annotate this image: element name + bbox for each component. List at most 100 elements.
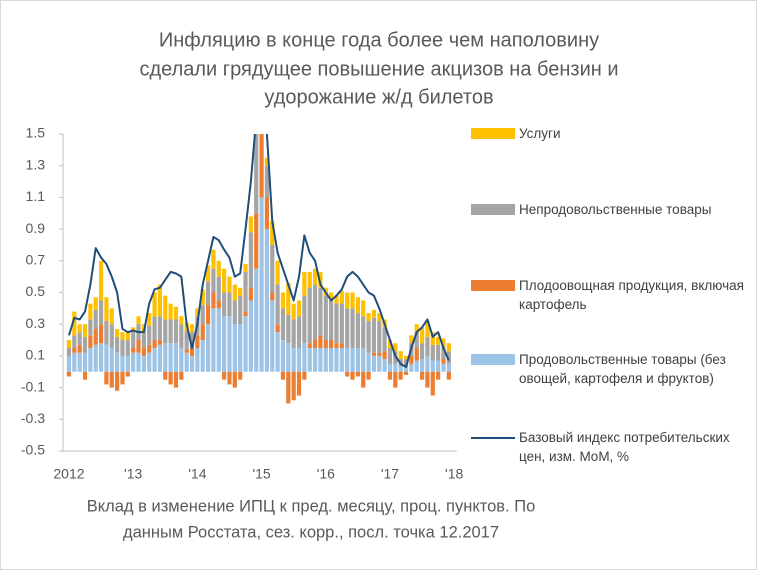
bar xyxy=(238,295,243,325)
bar xyxy=(441,359,446,364)
bar xyxy=(189,324,195,333)
bar xyxy=(179,316,184,325)
bar xyxy=(296,316,302,348)
bar xyxy=(104,297,109,322)
bar xyxy=(216,308,221,372)
bar xyxy=(189,355,195,372)
bar xyxy=(425,321,430,337)
bar xyxy=(377,355,382,372)
bar xyxy=(205,265,211,282)
bar xyxy=(387,347,393,364)
bar xyxy=(115,352,120,372)
bar xyxy=(339,290,344,304)
bar xyxy=(82,324,88,337)
bar xyxy=(88,319,93,336)
bar xyxy=(409,355,414,364)
bar xyxy=(302,295,307,344)
bar xyxy=(141,347,146,356)
bar xyxy=(157,316,163,341)
bar xyxy=(355,297,360,314)
bar xyxy=(109,324,114,348)
bar xyxy=(147,325,152,345)
bar xyxy=(318,271,323,288)
bar xyxy=(136,316,141,325)
bar xyxy=(141,332,146,348)
bar xyxy=(419,359,425,372)
bar xyxy=(115,328,120,337)
bar xyxy=(345,347,350,372)
bar xyxy=(248,232,253,288)
bar xyxy=(216,276,221,301)
bar xyxy=(355,371,360,377)
bar xyxy=(377,352,382,356)
bar xyxy=(350,308,355,348)
plot-area xyxy=(66,118,451,404)
bar xyxy=(323,340,328,348)
bar xyxy=(430,332,435,345)
bar xyxy=(115,371,120,391)
bar xyxy=(419,327,425,344)
bar xyxy=(109,347,114,372)
chart-title: удорожание ж/д билетов xyxy=(264,86,493,108)
bar xyxy=(280,308,286,341)
bar xyxy=(286,343,291,372)
bar xyxy=(339,343,344,348)
bar xyxy=(243,311,248,317)
bar xyxy=(350,371,355,380)
bar xyxy=(430,360,435,372)
bar xyxy=(157,344,163,372)
y-tick-label: 0.5 xyxy=(26,283,46,299)
bar xyxy=(254,118,258,134)
bar xyxy=(393,371,398,388)
bar xyxy=(291,319,296,348)
bar xyxy=(398,351,403,360)
bar xyxy=(157,284,163,317)
bar xyxy=(200,340,205,372)
bar xyxy=(238,371,243,380)
bar xyxy=(350,292,355,309)
bar xyxy=(248,287,253,301)
legend-label: Непродовольственные товары xyxy=(519,202,712,217)
bar xyxy=(382,359,387,372)
bar xyxy=(168,371,173,385)
bar xyxy=(216,260,221,277)
bar xyxy=(446,371,451,380)
bar xyxy=(403,359,409,367)
bar xyxy=(329,300,334,341)
bar xyxy=(205,281,211,306)
bar xyxy=(125,355,130,372)
bar xyxy=(115,336,120,353)
bar xyxy=(243,263,248,272)
bar xyxy=(152,340,157,348)
bar xyxy=(120,332,125,341)
bar xyxy=(403,366,409,372)
bar xyxy=(307,271,312,288)
legend-label: Продовольственные товары (без овощей, ка… xyxy=(519,352,726,386)
bar xyxy=(318,347,323,372)
bar xyxy=(189,332,195,348)
bar xyxy=(430,371,435,396)
bar xyxy=(393,343,398,352)
bar xyxy=(387,363,393,372)
bar xyxy=(345,371,350,377)
bar xyxy=(147,352,152,372)
chart-note: данным Росстата, сез. корр., посл. точка… xyxy=(123,523,499,541)
bar xyxy=(77,324,82,333)
bar xyxy=(286,282,291,315)
bar xyxy=(334,295,339,304)
bar xyxy=(141,355,146,372)
bar xyxy=(318,287,323,336)
bar xyxy=(72,352,77,372)
bar xyxy=(355,347,360,372)
bar xyxy=(179,371,184,380)
legend-label: Плодоовощная продукция, включая картофел… xyxy=(519,278,744,312)
bar xyxy=(227,316,232,372)
y-tick-label: 0.3 xyxy=(26,315,46,331)
bar xyxy=(339,303,344,344)
bar xyxy=(254,134,259,214)
bar xyxy=(227,371,232,385)
bar xyxy=(361,300,366,317)
bar xyxy=(312,340,318,348)
bar xyxy=(302,271,307,296)
bar xyxy=(264,229,270,372)
